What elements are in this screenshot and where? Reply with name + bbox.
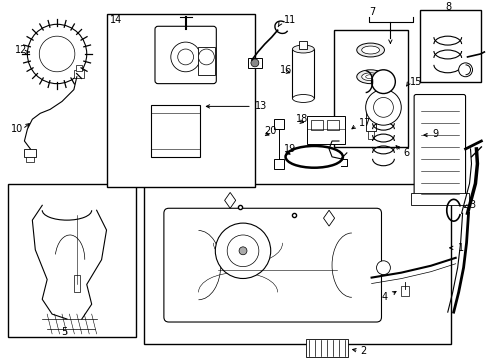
Bar [311, 120, 323, 130]
FancyBboxPatch shape [413, 95, 465, 202]
Text: 20: 20 [263, 126, 276, 136]
Circle shape [177, 49, 193, 65]
Ellipse shape [361, 46, 379, 54]
Bar [26, 157, 34, 162]
Bar [326, 120, 338, 130]
Ellipse shape [361, 73, 379, 81]
Circle shape [371, 70, 394, 94]
Bar [365, 102, 375, 131]
Text: 15: 15 [409, 77, 422, 87]
Text: 19: 19 [283, 144, 295, 154]
Bar [410, 193, 468, 205]
Bar [292, 49, 314, 99]
Bar [24, 149, 36, 157]
FancyBboxPatch shape [163, 208, 381, 322]
Bar [247, 58, 261, 68]
FancyBboxPatch shape [155, 26, 216, 84]
Bar [151, 105, 200, 157]
Ellipse shape [356, 43, 384, 57]
Text: 7: 7 [369, 8, 375, 17]
Circle shape [373, 98, 392, 117]
Text: 10: 10 [11, 124, 23, 134]
Bar [76, 65, 81, 71]
Circle shape [27, 24, 86, 84]
Text: 3: 3 [468, 200, 475, 210]
Text: 16: 16 [279, 65, 291, 75]
Circle shape [227, 235, 258, 267]
Bar [401, 287, 408, 296]
Bar [8, 184, 136, 337]
Text: 4: 4 [381, 292, 387, 302]
Bar [305, 339, 347, 357]
Bar [333, 30, 407, 147]
Circle shape [215, 223, 270, 279]
Circle shape [250, 59, 258, 67]
Circle shape [170, 42, 200, 72]
Ellipse shape [285, 146, 342, 168]
Circle shape [239, 247, 246, 255]
Bar [273, 119, 283, 129]
Ellipse shape [365, 75, 375, 79]
Circle shape [365, 90, 401, 125]
Circle shape [39, 36, 75, 72]
Circle shape [458, 63, 471, 77]
Text: 1: 1 [457, 243, 463, 253]
Bar [273, 159, 283, 169]
Bar [306, 116, 344, 144]
Text: 13: 13 [254, 102, 266, 111]
Text: 9: 9 [431, 129, 437, 139]
Text: 8: 8 [445, 3, 451, 13]
Bar [419, 10, 480, 82]
Bar [299, 41, 306, 49]
Bar [367, 131, 373, 139]
Ellipse shape [356, 70, 384, 84]
Bar [106, 14, 254, 188]
Text: 14: 14 [109, 15, 122, 25]
Ellipse shape [292, 95, 314, 103]
Text: 17: 17 [358, 118, 370, 128]
Text: 11: 11 [283, 15, 295, 25]
Text: 12: 12 [15, 45, 27, 55]
Text: 5: 5 [61, 327, 67, 337]
Bar [144, 184, 450, 344]
Text: 2: 2 [360, 346, 366, 356]
Circle shape [198, 49, 214, 65]
Bar [74, 70, 83, 78]
Text: 6: 6 [403, 148, 408, 158]
Bar [74, 275, 80, 292]
Text: 18: 18 [296, 114, 308, 124]
Ellipse shape [292, 45, 314, 53]
Circle shape [376, 261, 389, 275]
Bar [197, 47, 215, 75]
